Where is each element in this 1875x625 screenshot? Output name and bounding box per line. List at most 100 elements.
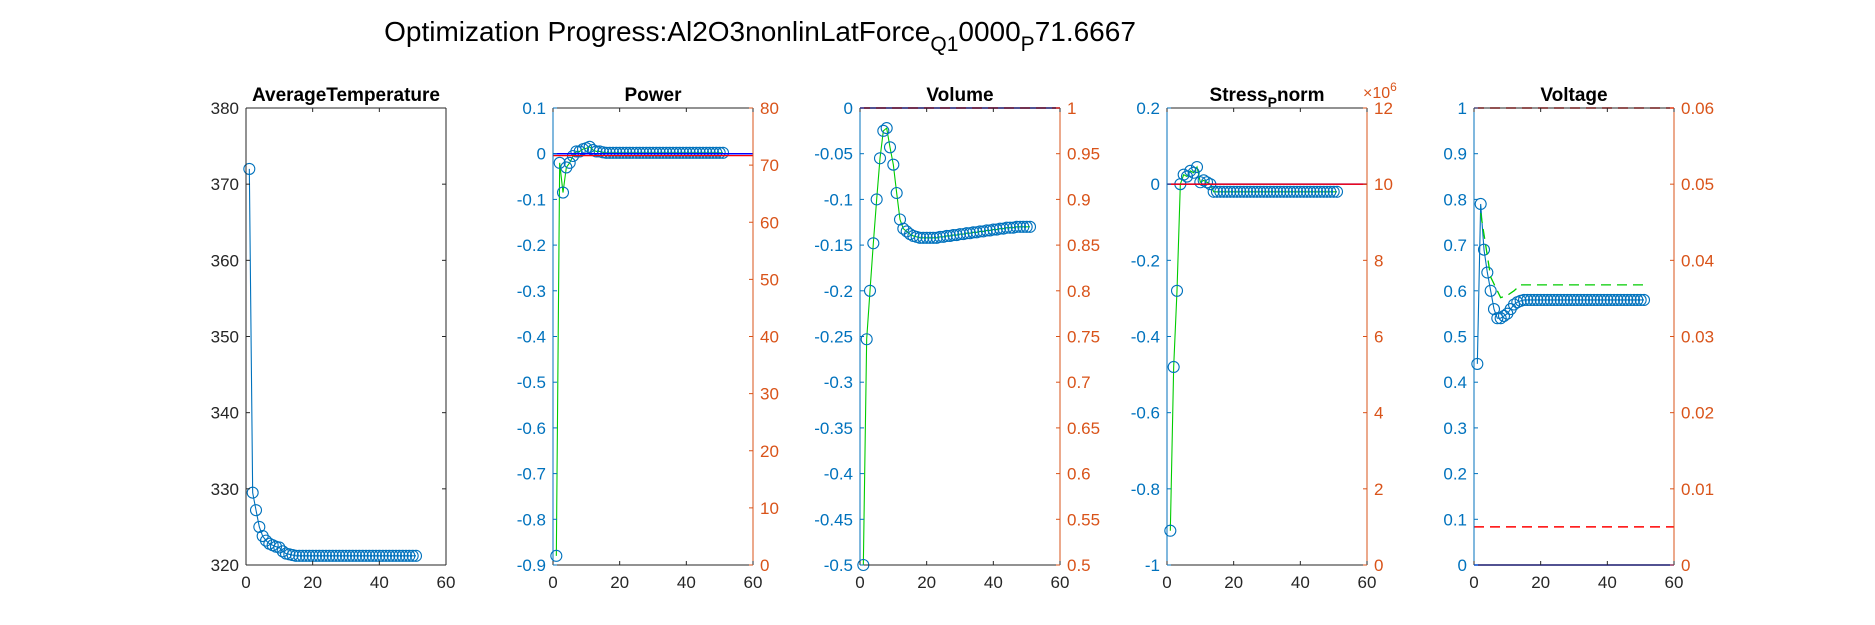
right-y-tick-label: 0.03 xyxy=(1681,328,1714,347)
data-point xyxy=(1210,185,1224,198)
data-point xyxy=(379,549,393,562)
figure-title-sub1: Q1 xyxy=(930,33,958,56)
data-point xyxy=(1541,293,1554,306)
panel-title: StressPnorm xyxy=(1210,85,1325,110)
y-tick-label: 350 xyxy=(211,328,239,347)
right-y-tick-label: 0.06 xyxy=(1681,99,1714,118)
data-point xyxy=(1020,220,1033,233)
data-point xyxy=(877,124,890,137)
data-point xyxy=(1307,185,1320,198)
y-tick-label: -0.1 xyxy=(517,190,546,209)
x-tick-label: 60 xyxy=(1665,573,1684,592)
data-point xyxy=(706,146,720,159)
data-point xyxy=(673,146,686,159)
data-point xyxy=(683,146,696,159)
exponent-base: ×10 xyxy=(1363,85,1390,102)
data-point xyxy=(383,549,396,562)
y-tick-label: 0.3 xyxy=(1443,419,1467,438)
series-line xyxy=(1169,165,1337,531)
data-point xyxy=(606,146,620,159)
data-point xyxy=(1170,284,1184,297)
panel-title: AverageTemperature xyxy=(252,85,440,106)
right-y-tick-label: 30 xyxy=(760,385,779,404)
y-tick-label: 0.2 xyxy=(1136,99,1160,118)
data-point xyxy=(556,186,570,199)
data-point xyxy=(636,146,650,159)
data-point xyxy=(690,146,703,159)
data-point xyxy=(406,549,419,562)
y-tick-label: -0.15 xyxy=(814,236,853,255)
data-point xyxy=(933,230,947,243)
data-point xyxy=(1017,220,1030,233)
right-y-tick-label: 0.65 xyxy=(1067,419,1100,438)
data-point xyxy=(1601,293,1614,306)
x-tick-label: 60 xyxy=(1358,573,1377,592)
data-point xyxy=(1487,303,1501,316)
data-point xyxy=(366,549,379,562)
data-point xyxy=(703,146,716,159)
data-point xyxy=(1564,293,1577,306)
data-point xyxy=(1527,293,1541,306)
data-point xyxy=(600,146,613,159)
right-y-tick-label: 0.05 xyxy=(1681,175,1714,194)
data-point xyxy=(1571,293,1584,306)
y-tick-label: 330 xyxy=(211,480,239,499)
data-point xyxy=(1217,185,1230,198)
data-point xyxy=(393,549,406,562)
data-point xyxy=(700,146,713,159)
data-point xyxy=(1637,293,1651,306)
right-y-tick-label: 0.04 xyxy=(1681,251,1714,270)
data-point xyxy=(296,549,309,562)
data-point xyxy=(1277,185,1290,198)
data-point xyxy=(613,146,626,159)
right-y-tick-label: 10 xyxy=(760,499,779,518)
series-1-1 xyxy=(243,162,423,562)
data-point xyxy=(1521,293,1534,306)
data-point xyxy=(1317,185,1330,198)
data-point xyxy=(359,549,373,562)
data-point xyxy=(1274,185,1287,198)
data-point xyxy=(376,549,389,562)
data-point xyxy=(1230,185,1244,198)
data-point xyxy=(1227,185,1240,198)
data-point xyxy=(686,146,700,159)
series-line xyxy=(1476,203,1644,364)
data-point xyxy=(1190,160,1204,174)
right-y-tick-label: 40 xyxy=(760,328,779,347)
x-tick-label: 40 xyxy=(984,573,1003,592)
y-tick-label: 0 xyxy=(1151,175,1160,194)
data-point xyxy=(289,549,303,562)
data-point xyxy=(1284,185,1297,198)
right-y-tick-label: 0.75 xyxy=(1067,328,1100,347)
data-point xyxy=(646,146,660,159)
y-tick-label: 360 xyxy=(211,251,239,270)
data-point xyxy=(303,549,316,562)
data-point xyxy=(880,122,893,135)
data-point xyxy=(409,549,423,562)
data-point xyxy=(573,145,586,158)
data-point xyxy=(323,549,336,562)
right-y-tick-label: 0 xyxy=(1681,556,1690,575)
data-point xyxy=(1574,293,1587,306)
data-point xyxy=(1631,293,1644,306)
data-point xyxy=(1167,360,1180,374)
data-point xyxy=(1220,185,1234,198)
right-axis-exponent: ×106 xyxy=(1363,80,1397,102)
y-tick-label: 0 xyxy=(537,145,546,164)
x-tick-label: 20 xyxy=(1531,573,1550,592)
data-point xyxy=(386,549,399,562)
data-point xyxy=(1267,185,1280,198)
x-tick-label: 0 xyxy=(1162,573,1171,592)
right-y-tick-label: 20 xyxy=(760,442,779,461)
data-point xyxy=(603,146,616,159)
panel-title-end: norm xyxy=(1277,85,1325,106)
y-tick-label: -0.8 xyxy=(1131,480,1160,499)
subplot-4: 0 20 40 60 -1 -0.8 -0.6 -0.4 -0.2 0 0.2 0 2 4 6 8 10 12×1… xyxy=(1131,80,1397,592)
right-y-tick-label: 0.6 xyxy=(1067,465,1091,484)
right-y-tick-label: 0.7 xyxy=(1067,373,1091,392)
panel-title: Volume xyxy=(926,85,993,106)
y-tick-label: 0.5 xyxy=(1443,328,1467,347)
data-point xyxy=(1264,185,1277,198)
exponent-power: 6 xyxy=(1390,80,1397,94)
data-point xyxy=(666,146,680,159)
